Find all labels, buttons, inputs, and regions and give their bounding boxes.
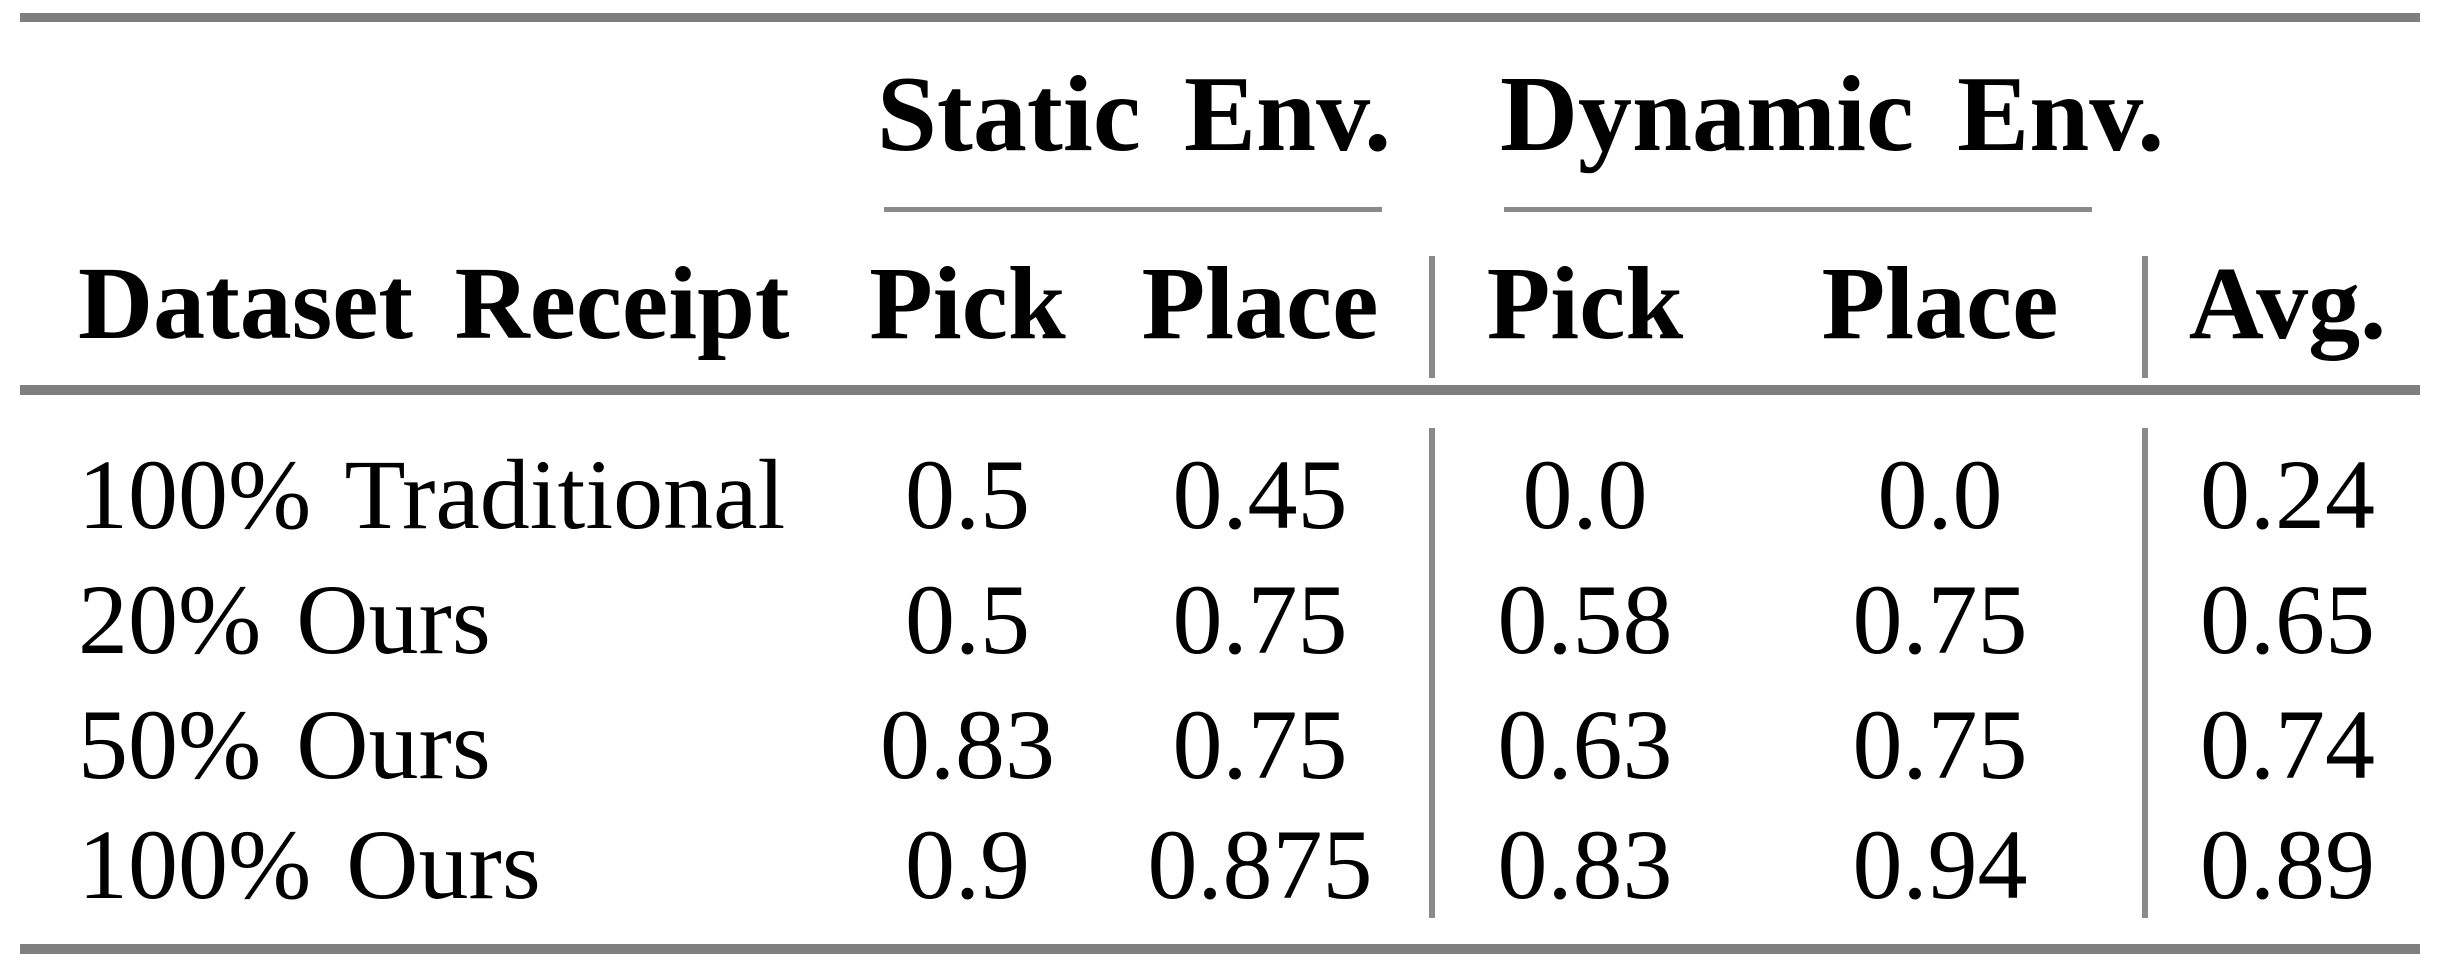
- value-dynamic-place: 0.75: [1852, 564, 2028, 675]
- value-dynamic-place: 0.75: [1852, 689, 2028, 800]
- value-static-place: 0.875: [1147, 809, 1373, 920]
- row-label: 50% Ours: [78, 689, 491, 800]
- value-static-pick: 0.9: [905, 809, 1030, 920]
- value-dynamic-pick: 0.0: [1522, 439, 1648, 550]
- column-header-dynamic-pick: Pick: [1486, 246, 1684, 361]
- column-group-dynamic-env: Dynamic Env.: [1500, 55, 2165, 174]
- column-header-dynamic-place: Place: [1821, 246, 2059, 361]
- table-bottom-rule: [20, 944, 2420, 954]
- table-row: 20% Ours 0.5 0.75 0.58 0.75 0.65: [0, 555, 2440, 685]
- table-row: 50% Ours 0.83 0.75 0.63 0.75 0.74: [0, 680, 2440, 810]
- table-row: 100% Ours 0.9 0.875 0.83 0.94 0.89: [0, 800, 2440, 930]
- value-static-pick: 0.5: [905, 564, 1030, 675]
- value-dynamic-place: 0.94: [1852, 809, 2028, 920]
- column-header-static-place: Place: [1141, 246, 1379, 361]
- value-avg: 0.24: [2200, 439, 2375, 550]
- value-dynamic-place: 0.0: [1877, 439, 2003, 550]
- column-separator: [2142, 428, 2148, 918]
- table-top-rule: [20, 13, 2420, 22]
- column-header-avg: Avg.: [2188, 246, 2387, 361]
- value-static-place: 0.75: [1172, 689, 1348, 800]
- value-static-place: 0.45: [1172, 439, 1348, 550]
- value-avg: 0.74: [2200, 689, 2375, 800]
- column-header-dataset-receipt: Dataset Receipt: [78, 246, 790, 361]
- row-label: 100% Traditional: [78, 439, 786, 550]
- value-dynamic-pick: 0.83: [1497, 809, 1673, 920]
- table-header-row: Dataset Receipt Pick Place Pick Place Av…: [0, 240, 2440, 368]
- value-static-pick: 0.83: [880, 689, 1055, 800]
- cmidrule-dynamic-env: [1504, 207, 2092, 212]
- value-avg: 0.65: [2200, 564, 2375, 675]
- value-avg: 0.89: [2200, 809, 2375, 920]
- value-static-place: 0.75: [1172, 564, 1348, 675]
- table-row: 100% Traditional 0.5 0.45 0.0 0.0 0.24: [0, 430, 2440, 560]
- column-separator: [1429, 256, 1435, 378]
- column-header-static-pick: Pick: [869, 246, 1066, 361]
- column-separator: [1429, 428, 1435, 918]
- cmidrule-static-env: [884, 207, 1382, 212]
- table-mid-rule: [20, 385, 2420, 395]
- value-dynamic-pick: 0.58: [1497, 564, 1673, 675]
- column-group-static-env: Static Env.: [876, 55, 1392, 174]
- value-static-pick: 0.5: [905, 439, 1030, 550]
- row-label: 100% Ours: [78, 809, 541, 920]
- row-label: 20% Ours: [78, 564, 491, 675]
- value-dynamic-pick: 0.63: [1497, 689, 1673, 800]
- column-separator: [2142, 256, 2148, 378]
